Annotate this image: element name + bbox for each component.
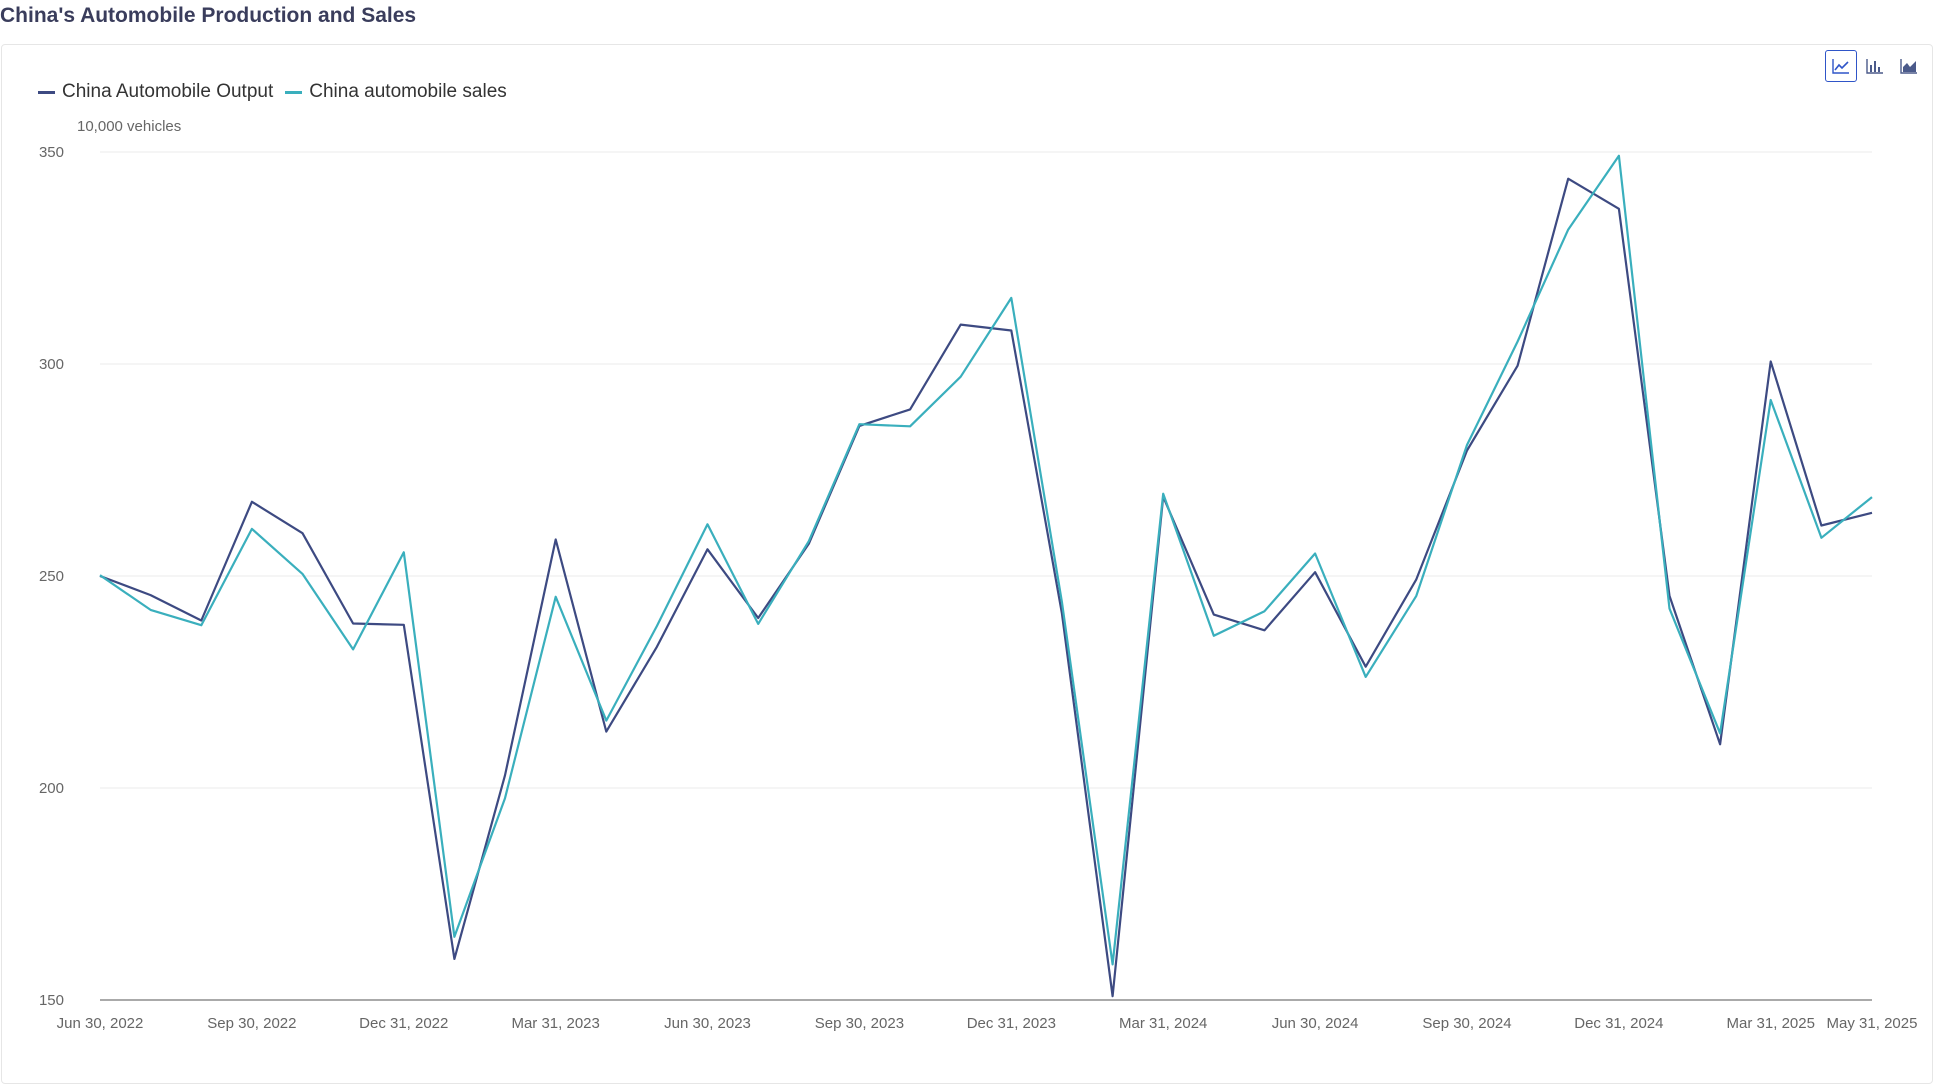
- x-tick-label: May 31, 2025: [1827, 1015, 1918, 1032]
- area-chart-button[interactable]: [1893, 50, 1925, 82]
- legend-swatch-sales: [285, 90, 303, 94]
- x-tick-label: Sep 30, 2024: [1422, 1015, 1511, 1032]
- y-axis-unit-label: 10,000 vehicles: [77, 118, 182, 135]
- legend-swatch-output: [38, 90, 55, 94]
- x-tick-label: Dec 31, 2024: [1574, 1015, 1663, 1032]
- series-line-sales[interactable]: [99, 154, 1873, 966]
- y-tick-label: 150: [39, 992, 64, 1009]
- bar-chart-button[interactable]: [1859, 50, 1891, 82]
- x-tick-label: Sep 30, 2023: [815, 1015, 904, 1032]
- area-chart-icon: [1900, 59, 1917, 74]
- legend-label-output: China Automobile Output: [62, 81, 274, 102]
- y-tick-label: 250: [39, 568, 64, 585]
- x-tick-label: Jun 30, 2024: [1272, 1015, 1359, 1032]
- chart-legend: China Automobile Output China automobile…: [38, 81, 507, 103]
- y-tick-label: 200: [39, 780, 64, 797]
- series-line-output[interactable]: [99, 177, 1873, 998]
- x-tick-label: Dec 31, 2023: [967, 1015, 1056, 1032]
- chart-type-toolbar: [1825, 50, 1925, 82]
- y-tick-label: 350: [39, 144, 64, 161]
- y-tick-label: 300: [39, 356, 64, 373]
- x-tick-label: Dec 31, 2022: [359, 1015, 448, 1032]
- x-tick-label: Mar 31, 2025: [1727, 1015, 1815, 1032]
- x-tick-label: Jun 30, 2022: [57, 1015, 144, 1032]
- x-tick-label: Sep 30, 2022: [207, 1015, 296, 1032]
- legend-item-output[interactable]: China Automobile Output: [38, 81, 273, 103]
- chart-panel: China Automobile Output China automobile…: [1, 44, 1933, 1084]
- x-tick-label: Mar 31, 2023: [511, 1015, 599, 1032]
- line-chart-icon: [1832, 59, 1849, 74]
- page-title: China's Automobile Production and Sales: [0, 4, 417, 27]
- legend-item-sales[interactable]: China automobile sales: [285, 81, 507, 103]
- line-chart-button[interactable]: [1825, 50, 1857, 82]
- bar-chart-icon: [1866, 59, 1883, 74]
- x-tick-label: Jun 30, 2023: [664, 1015, 751, 1032]
- x-tick-label: Mar 31, 2024: [1119, 1015, 1207, 1032]
- legend-label-sales: China automobile sales: [309, 81, 507, 102]
